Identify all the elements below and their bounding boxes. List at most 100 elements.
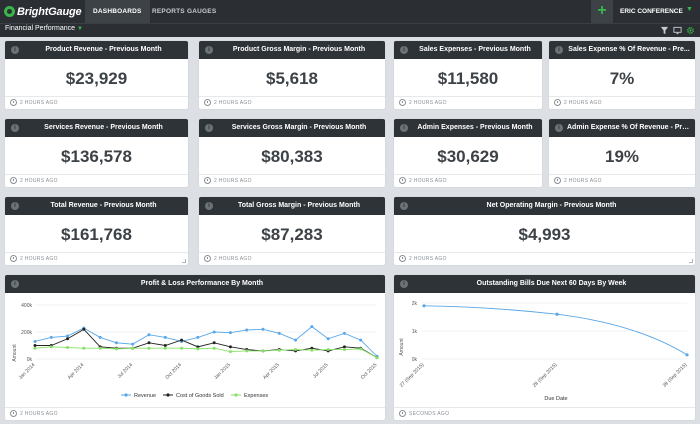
- data-point[interactable]: [359, 338, 363, 342]
- info-icon[interactable]: i: [11, 202, 19, 210]
- data-point[interactable]: [261, 327, 265, 331]
- data-point[interactable]: [310, 348, 314, 352]
- data-point[interactable]: [261, 349, 265, 353]
- info-icon[interactable]: i: [11, 280, 19, 288]
- data-point[interactable]: [131, 346, 135, 350]
- widget-services-revenue[interactable]: i Services Revenue - Previous Month $136…: [5, 119, 188, 187]
- info-icon[interactable]: i: [205, 202, 213, 210]
- widget-title: Services Gross Margin - Previous Month: [231, 124, 367, 131]
- filter-icon[interactable]: [660, 26, 669, 35]
- nav-reports[interactable]: REPORTS: [152, 8, 185, 15]
- info-icon[interactable]: i: [400, 202, 408, 210]
- data-point[interactable]: [196, 335, 200, 339]
- info-icon[interactable]: i: [11, 46, 19, 54]
- data-point[interactable]: [147, 341, 151, 345]
- widget-product-revenue[interactable]: i Product Revenue - Previous Month $23,9…: [5, 41, 188, 109]
- data-point[interactable]: [212, 346, 216, 350]
- data-point[interactable]: [66, 334, 70, 338]
- data-point[interactable]: [114, 347, 118, 351]
- info-icon[interactable]: i: [400, 124, 408, 132]
- widget-net-operating-margin[interactable]: i Net Operating Margin - Previous Month …: [394, 197, 695, 265]
- widget-sales-expenses[interactable]: i Sales Expenses - Previous Month $11,58…: [394, 41, 542, 109]
- data-point[interactable]: [163, 344, 167, 347]
- nav-gauges[interactable]: GAUGES: [187, 8, 217, 15]
- widget-admin-expense-percent[interactable]: i Admin Expense % Of Revenue - Pre... 19…: [549, 119, 695, 187]
- add-button[interactable]: +: [591, 0, 613, 23]
- widget-profit-loss-chart[interactable]: i Profit & Loss Performance By Month 0k 2…: [5, 275, 385, 420]
- data-point[interactable]: [66, 346, 70, 350]
- data-point[interactable]: [326, 337, 330, 341]
- data-point[interactable]: [49, 345, 53, 349]
- data-point[interactable]: [342, 348, 346, 352]
- widget-sales-expense-percent[interactable]: i Sales Expense % Of Revenue - Pre... 7%…: [549, 41, 695, 109]
- data-point[interactable]: [294, 348, 298, 352]
- info-icon[interactable]: i: [400, 46, 408, 54]
- data-point[interactable]: [180, 338, 184, 342]
- widget-services-gross-margin[interactable]: i Services Gross Margin - Previous Month…: [199, 119, 385, 187]
- user-menu[interactable]: ERIC CONFERENCE: [620, 8, 683, 15]
- info-icon[interactable]: i: [555, 46, 563, 54]
- data-point[interactable]: [326, 348, 330, 352]
- data-point[interactable]: [163, 335, 167, 339]
- info-icon[interactable]: i: [11, 124, 19, 132]
- data-point[interactable]: [422, 304, 426, 308]
- data-point[interactable]: [294, 338, 298, 342]
- settings-gear-icon[interactable]: [686, 26, 695, 35]
- data-point[interactable]: [196, 347, 200, 351]
- resize-handle[interactable]: [182, 259, 186, 263]
- chevron-down-icon[interactable]: ▼: [686, 6, 693, 13]
- data-point[interactable]: [98, 346, 102, 350]
- data-point[interactable]: [375, 356, 379, 360]
- data-point[interactable]: [147, 346, 151, 350]
- widget-outstanding-bills-chart[interactable]: i Outstanding Bills Due Next 60 Days By …: [394, 275, 695, 420]
- data-point[interactable]: [228, 350, 232, 354]
- data-point[interactable]: [277, 331, 281, 335]
- data-point[interactable]: [555, 312, 559, 316]
- data-point[interactable]: [180, 346, 184, 350]
- legend-revenue[interactable]: Revenue: [134, 393, 156, 399]
- data-point[interactable]: [163, 346, 167, 350]
- data-point[interactable]: [310, 325, 314, 329]
- info-icon[interactable]: i: [555, 124, 563, 132]
- data-point[interactable]: [49, 335, 53, 339]
- legend-expenses[interactable]: Expenses: [244, 393, 268, 399]
- data-point[interactable]: [82, 327, 86, 331]
- data-point[interactable]: [228, 345, 232, 349]
- info-icon[interactable]: i: [400, 280, 408, 288]
- data-point[interactable]: [33, 339, 37, 343]
- data-point[interactable]: [277, 348, 281, 352]
- tv-mode-icon[interactable]: [673, 26, 682, 35]
- data-point[interactable]: [98, 335, 102, 339]
- widget-total-gross-margin[interactable]: i Total Gross Margin - Previous Month $8…: [199, 197, 385, 265]
- nav-dashboards[interactable]: DASHBOARDS: [85, 0, 150, 23]
- data-point[interactable]: [147, 333, 151, 337]
- widget-product-gross-margin[interactable]: i Product Gross Margin - Previous Month …: [199, 41, 385, 109]
- outstanding-bills-line-chart[interactable]: 0k 1k 2k 27 (Sep 2015) 28 (Sep 2015) 39 (Sep…: [394, 293, 695, 407]
- brightgauge-logo[interactable]: BrightGauge: [4, 3, 82, 20]
- dashboard-selector[interactable]: Financial Performance ▼: [5, 25, 83, 32]
- info-icon[interactable]: i: [205, 46, 213, 54]
- data-point[interactable]: [114, 341, 118, 345]
- data-point[interactable]: [685, 353, 689, 357]
- data-point[interactable]: [212, 330, 216, 334]
- data-point[interactable]: [342, 331, 346, 335]
- widget-total-revenue[interactable]: i Total Revenue - Previous Month $161,76…: [5, 197, 188, 265]
- data-point[interactable]: [212, 341, 216, 345]
- data-point[interactable]: [33, 346, 37, 350]
- widget-footer: 2 HOURS AGO: [199, 174, 385, 187]
- data-point[interactable]: [228, 331, 232, 335]
- data-point[interactable]: [245, 328, 249, 332]
- resize-handle[interactable]: [689, 259, 693, 263]
- widget-admin-expenses[interactable]: i Admin Expenses - Previous Month $30,62…: [394, 119, 542, 187]
- data-point[interactable]: [245, 349, 249, 353]
- legend-cost-of-goods-sold[interactable]: Cost of Goods Sold: [176, 393, 224, 399]
- data-point[interactable]: [82, 346, 86, 350]
- data-point[interactable]: [33, 344, 37, 347]
- data-point[interactable]: [342, 345, 346, 349]
- info-icon[interactable]: i: [205, 124, 213, 132]
- data-point[interactable]: [359, 347, 363, 351]
- data-point[interactable]: [131, 342, 135, 346]
- data-point[interactable]: [66, 337, 70, 341]
- profit-loss-line-chart[interactable]: 0k 200k 400k Jan 2014 Apr 2014 Jul 2014 Oct 2…: [5, 293, 385, 407]
- y-tick-label: 0k: [27, 357, 33, 363]
